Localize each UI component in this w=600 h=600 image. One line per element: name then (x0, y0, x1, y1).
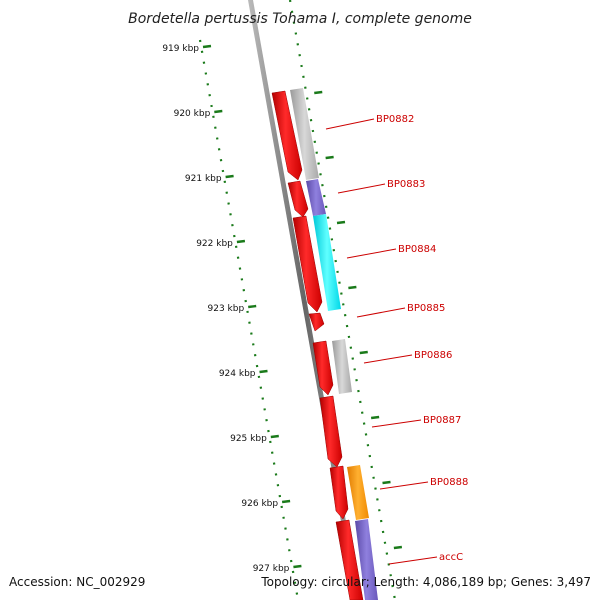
callout-line (388, 556, 438, 565)
callout-line (371, 419, 422, 428)
tick-mark (225, 174, 234, 179)
outer-tick (325, 155, 334, 160)
outer-tick (393, 545, 403, 550)
feature-track (271, 88, 378, 600)
accession-text: Accession: NC_002929 (9, 575, 145, 589)
tick-mark (281, 499, 291, 504)
cds-arrow-6 (319, 395, 343, 468)
tick-mark (259, 369, 268, 374)
tick-label: 920 kbp (174, 109, 211, 119)
gene-label: BP0885 (407, 303, 445, 314)
cds-arrow-5 (312, 340, 334, 396)
outer-tick (382, 480, 391, 485)
gene-block-gray-2 (332, 339, 352, 394)
tick-label: 927 kbp (253, 564, 290, 574)
outer-tick-ring (288, 0, 397, 600)
gene-label: accC (439, 552, 463, 563)
cds-arrow-7 (329, 465, 349, 520)
gene-block-orange (347, 465, 369, 520)
summary-text: Topology: circular; Length: 4,086,189 bp… (260, 575, 591, 589)
gene-label: BP0882 (376, 114, 414, 125)
tick-mark (248, 304, 257, 309)
outer-tick (336, 220, 346, 225)
cds-arrow-3 (292, 215, 323, 313)
cds-arrow-4 (308, 312, 325, 332)
gene-label: BP0887 (423, 415, 461, 426)
tick-label: 925 kbp (230, 434, 267, 444)
tick-mark (202, 44, 212, 49)
callout-line (356, 307, 406, 318)
tick-mark (236, 239, 246, 244)
gene-block-purple-1 (306, 179, 326, 216)
tick-label: 921 kbp (185, 174, 222, 184)
cds-arrow-2 (287, 180, 309, 218)
gene-label: BP0888 (430, 477, 468, 488)
gene-block-purple-2 (355, 519, 378, 600)
gene-block-cyan (313, 214, 341, 311)
callout-line (379, 481, 429, 490)
callout-line (337, 183, 386, 194)
gene-label: BP0883 (387, 179, 425, 190)
tick-marks: 919 kbp 920 kbp 921 kbp 922 kbp 923 kbp 924 k… (162, 44, 302, 574)
tick-label: 922 kbp (196, 239, 233, 249)
inner-tick-ring (198, 39, 300, 600)
tick-label: 923 kbp (208, 304, 245, 314)
tick-mark (214, 109, 223, 114)
tick-mark (270, 434, 279, 439)
outer-tick (359, 350, 368, 355)
outer-ticks (314, 90, 403, 550)
gene-label: BP0886 (414, 350, 452, 361)
gene-label: BP0884 (398, 244, 436, 255)
cds-arrow-1 (271, 90, 303, 181)
outer-tick (314, 90, 323, 95)
gene-block-gray-1 (290, 88, 319, 180)
tick-label: 924 kbp (219, 369, 256, 379)
tick-label: 919 kbp (162, 44, 199, 54)
gene-callouts: BP0882 BP0883 BP0884 BP0885 BP0886 BP0887 BP08… (325, 114, 468, 565)
outer-tick (348, 285, 357, 290)
tick-label: 926 kbp (241, 499, 278, 509)
callout-line (325, 118, 375, 130)
outer-tick (370, 415, 380, 420)
cds-arrow-8 (335, 519, 364, 600)
tick-mark (293, 564, 302, 569)
callout-line (346, 248, 397, 259)
map-title: Bordetella pertussis Tohama I, complete … (128, 11, 472, 27)
callout-line (363, 354, 413, 364)
